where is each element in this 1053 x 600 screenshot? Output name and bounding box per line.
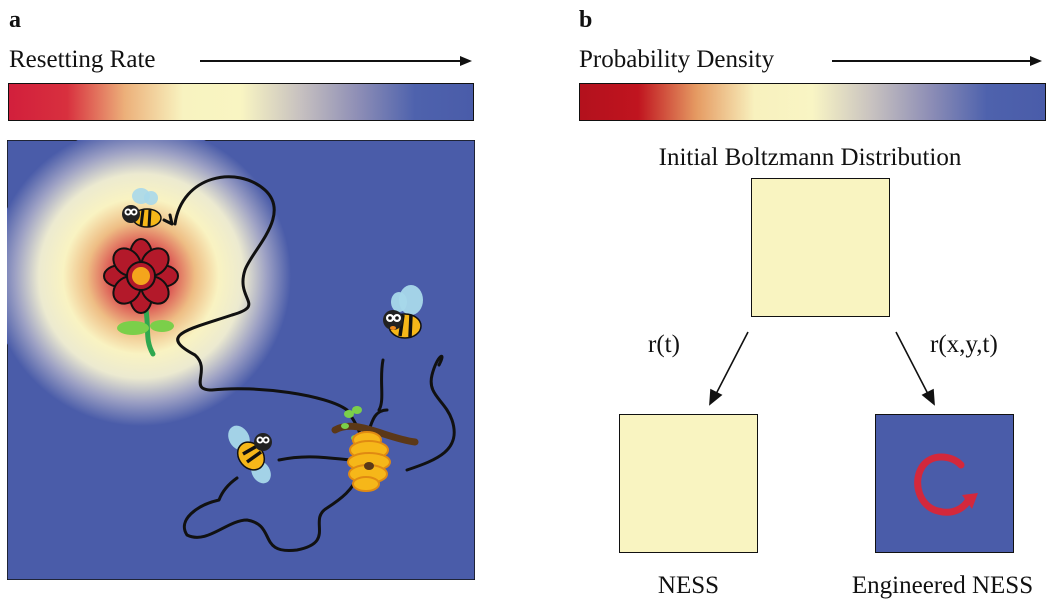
resetting-rate-arrow-head <box>460 56 472 66</box>
circulation-arrow-icon <box>914 453 978 516</box>
bee-icon <box>122 188 162 228</box>
engineered-ness-square <box>875 414 1014 553</box>
resetting-rate-colorbar <box>8 83 474 121</box>
right-transition-arrow <box>895 331 929 395</box>
probability-density-arrow-head <box>1030 56 1042 66</box>
panel-a-letter: a <box>9 7 21 33</box>
flower-icon <box>103 238 179 357</box>
trajectory-right-loop <box>405 354 456 472</box>
engineered-ness-label: Engineered NESS <box>851 572 1034 599</box>
left-transition-arrow-head <box>709 388 723 406</box>
probability-density-arrow-shaft <box>832 60 1032 62</box>
resetting-rate-label: Resetting Rate <box>9 46 156 73</box>
beehive-icon <box>331 406 419 492</box>
left-arrow-label: r(t) <box>648 331 680 358</box>
ness-label: NESS <box>657 572 720 599</box>
trajectory-bottom <box>182 476 359 553</box>
trajectory-top <box>173 175 363 457</box>
bee-icon <box>228 425 272 484</box>
trajectory-left-bee <box>277 455 353 462</box>
right-transition-arrow-head <box>921 388 935 406</box>
bee-icon <box>383 285 423 339</box>
right-arrow-label: r(x,y,t) <box>930 331 998 358</box>
bee-foraging-scene <box>7 140 475 580</box>
ness-square <box>619 414 758 553</box>
left-transition-arrow <box>715 331 749 395</box>
trajectory-arrow-tip <box>162 213 174 226</box>
panel-b-letter: b <box>579 7 593 33</box>
resetting-rate-arrow-shaft <box>200 60 462 62</box>
transition-arrows <box>709 331 935 406</box>
initial-distribution-square <box>751 178 890 317</box>
bee-trajectories <box>162 175 456 553</box>
probability-density-label: Probability Density <box>579 46 775 73</box>
trajectory-right-bee <box>377 358 385 412</box>
initial-boltzmann-title: Initial Boltzmann Distribution <box>658 144 962 171</box>
probability-density-colorbar <box>579 83 1046 121</box>
